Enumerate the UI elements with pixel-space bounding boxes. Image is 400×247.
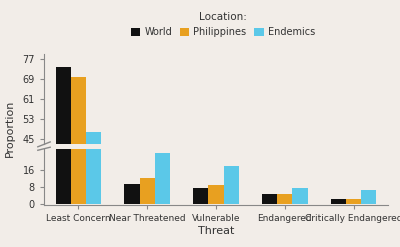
Bar <box>262 241 277 247</box>
Bar <box>193 233 208 247</box>
Text: Proportion: Proportion <box>5 100 15 157</box>
Bar <box>155 192 170 247</box>
Bar <box>331 199 346 204</box>
Bar <box>361 236 376 247</box>
Bar <box>277 194 292 204</box>
Bar <box>224 166 239 204</box>
Bar <box>86 132 101 247</box>
Bar <box>346 199 361 204</box>
Bar <box>71 55 86 204</box>
Legend: World, Philippines, Endemics: World, Philippines, Endemics <box>131 12 315 37</box>
Bar <box>56 67 71 247</box>
Bar <box>361 190 376 204</box>
Bar <box>71 77 86 247</box>
Bar <box>262 194 277 204</box>
Bar <box>224 207 239 247</box>
Bar <box>292 233 308 247</box>
Bar <box>292 188 308 204</box>
Bar <box>140 179 155 204</box>
Bar <box>155 153 170 204</box>
Bar <box>208 185 224 204</box>
Bar <box>193 188 208 204</box>
Bar <box>140 222 155 247</box>
Bar <box>277 241 292 247</box>
Bar <box>124 228 140 247</box>
X-axis label: Threat: Threat <box>198 226 234 236</box>
Bar <box>56 47 71 204</box>
Bar <box>346 246 361 247</box>
Bar <box>331 246 346 247</box>
Bar <box>124 184 140 204</box>
Bar <box>86 102 101 204</box>
Bar <box>208 229 224 247</box>
